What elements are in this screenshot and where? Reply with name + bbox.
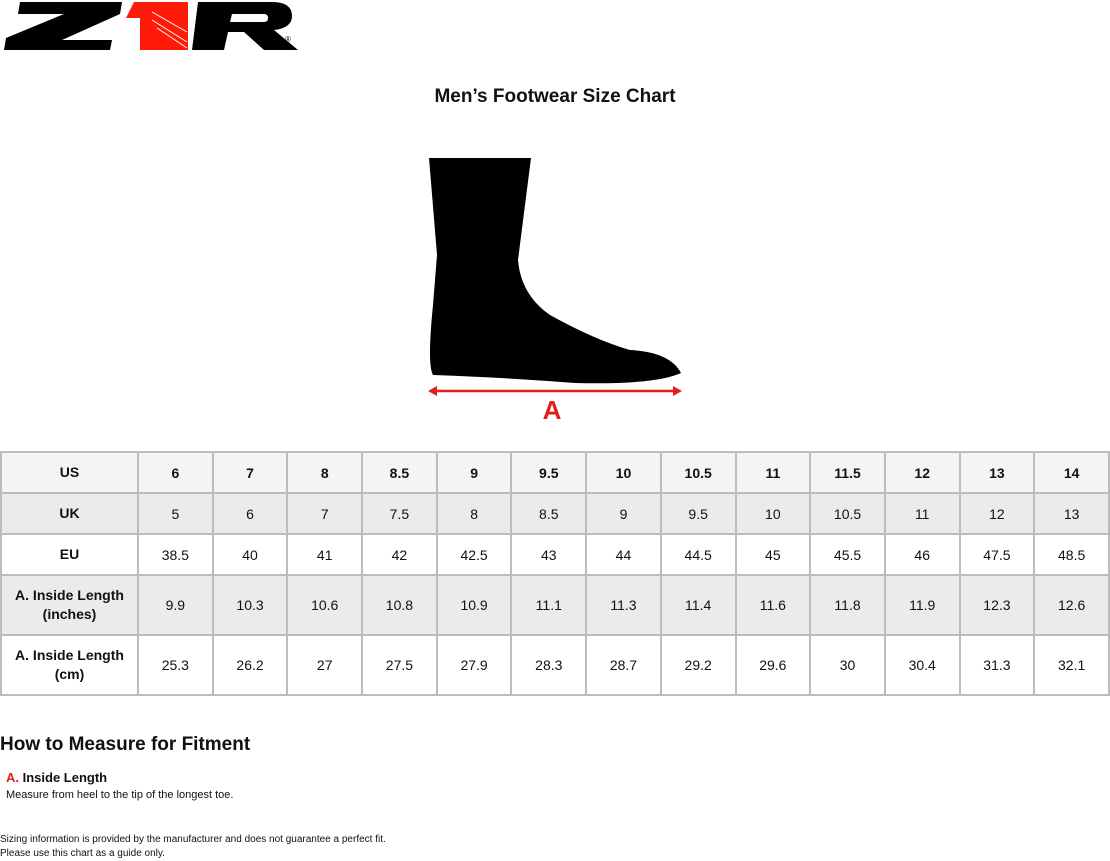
- row-header-unit: (inches): [42, 606, 97, 622]
- table-row: A. Inside Length (inches) 9.9 10.3 10.6 10.8 1…: [0, 574, 1110, 636]
- table-cell: 29.2: [659, 634, 737, 696]
- table-cell: 27.9: [435, 634, 513, 696]
- boot-diagram: A: [428, 158, 682, 425]
- table-cell: 40: [211, 533, 289, 576]
- boot-silhouette: [429, 158, 681, 384]
- table-cell: 11.9: [883, 574, 961, 636]
- table-cell: 10: [734, 492, 812, 535]
- table-row: UK 5 6 7 7.5 8 8.5 9 9.5 10 10.5 11 12 13: [0, 492, 1110, 535]
- table-cell: 9.5: [510, 451, 588, 494]
- table-cell: 6: [137, 451, 214, 494]
- table-cell: 46: [883, 533, 961, 576]
- table-cell: 27.5: [361, 634, 438, 696]
- row-header: EU: [0, 533, 139, 576]
- table-cell: 42: [361, 533, 438, 576]
- page-title: Men’s Footwear Size Chart: [434, 86, 676, 107]
- table-cell: 11.1: [510, 574, 588, 636]
- table-cell: 13: [958, 451, 1036, 494]
- measure-label: A: [543, 395, 562, 425]
- table-cell: 8: [286, 451, 364, 494]
- table-cell: 7: [286, 492, 364, 535]
- row-header-unit: (cm): [54, 666, 85, 682]
- row-header-label: A. Inside Length: [15, 647, 124, 663]
- table-cell: 12: [883, 451, 961, 494]
- z1r-logo: ®: [4, 2, 298, 50]
- table-cell: 47.5: [958, 533, 1036, 576]
- row-header: US: [0, 451, 139, 494]
- measurement-description: Measure from heel to the tip of the long…: [6, 789, 234, 801]
- table-cell: 9.5: [659, 492, 737, 535]
- row-header-label: UK: [59, 505, 80, 521]
- row-header: A. Inside Length (cm): [0, 634, 139, 696]
- table-cell: 11: [883, 492, 961, 535]
- table-row: EU 38.5 40 41 42 42.5 43 44 44.5 45 45.5 46 47.5 48.5: [0, 533, 1110, 576]
- measurement-label: A. Inside Length: [6, 770, 107, 785]
- table-cell: 45: [734, 533, 812, 576]
- row-header-label: EU: [59, 546, 80, 562]
- table-cell: 31.3: [958, 634, 1036, 696]
- table-cell: 11.5: [809, 451, 886, 494]
- howto-title: How to Measure for Fitment: [0, 734, 251, 755]
- row-header: A. Inside Length (inches): [0, 574, 139, 636]
- table-cell: 10.5: [809, 492, 886, 535]
- table-cell: 11.4: [659, 574, 737, 636]
- table-cell: 5: [137, 492, 214, 535]
- table-cell: 30.4: [883, 634, 961, 696]
- table-cell: 9: [435, 451, 513, 494]
- table-cell: 11: [734, 451, 812, 494]
- table-cell: 10.6: [286, 574, 364, 636]
- table-cell: 10.5: [659, 451, 737, 494]
- table-cell: 43: [510, 533, 588, 576]
- disclaimer: Sizing information is provided by the ma…: [0, 833, 386, 861]
- svg-text:®: ®: [285, 35, 291, 44]
- row-header-label: A. Inside Length: [15, 587, 124, 603]
- table-cell: 42.5: [435, 533, 513, 576]
- table-cell: 9: [585, 492, 662, 535]
- table-cell: 7.5: [361, 492, 438, 535]
- table-cell: 28.3: [510, 634, 588, 696]
- table-cell: 11.3: [585, 574, 662, 636]
- table-cell: 25.3: [137, 634, 214, 696]
- disclaimer-line: Sizing information is provided by the ma…: [0, 834, 386, 845]
- table-cell: 44: [585, 533, 662, 576]
- table-cell: 32.1: [1033, 634, 1110, 696]
- table-cell: 26.2: [211, 634, 289, 696]
- disclaimer-line: Please use this chart as a guide only.: [0, 848, 165, 859]
- table-cell: 11.8: [809, 574, 886, 636]
- table-cell: 41: [286, 533, 364, 576]
- table-cell: 12: [958, 492, 1036, 535]
- table-cell: 10.9: [435, 574, 513, 636]
- table-cell: 45.5: [809, 533, 886, 576]
- table-cell: 44.5: [659, 533, 737, 576]
- table-cell: 10.8: [361, 574, 438, 636]
- table-cell: 28.7: [585, 634, 662, 696]
- table-cell: 8.5: [361, 451, 438, 494]
- measurement-name: Inside Length: [22, 770, 108, 785]
- table-cell: 10: [585, 451, 662, 494]
- table-cell: 30: [809, 634, 886, 696]
- table-cell: 11.6: [734, 574, 812, 636]
- table-cell: 29.6: [734, 634, 812, 696]
- table-cell: 8.5: [510, 492, 588, 535]
- table-cell: 7: [211, 451, 289, 494]
- size-chart-table: US 6 7 8 8.5 9 9.5 10 10.5 11 11.5 12 13 14 UK 5 6 7 7.5 8 8…: [0, 451, 1110, 696]
- table-cell: 14: [1033, 451, 1110, 494]
- measurement-letter: A.: [6, 770, 19, 785]
- table-cell: 38.5: [137, 533, 214, 576]
- table-cell: 10.3: [211, 574, 289, 636]
- table-row: A. Inside Length (cm) 25.3 26.2 27 27.5 27.9 28…: [0, 634, 1110, 696]
- row-header: UK: [0, 492, 139, 535]
- table-cell: 12.6: [1033, 574, 1110, 636]
- table-cell: 8: [435, 492, 513, 535]
- table-cell: 48.5: [1033, 533, 1110, 576]
- table-cell: 12.3: [958, 574, 1036, 636]
- table-row: US 6 7 8 8.5 9 9.5 10 10.5 11 11.5 12 13 14: [0, 451, 1110, 494]
- table-cell: 6: [211, 492, 289, 535]
- table-cell: 9.9: [137, 574, 214, 636]
- table-cell: 27: [286, 634, 364, 696]
- table-cell: 13: [1033, 492, 1110, 535]
- row-header-label: US: [59, 464, 80, 480]
